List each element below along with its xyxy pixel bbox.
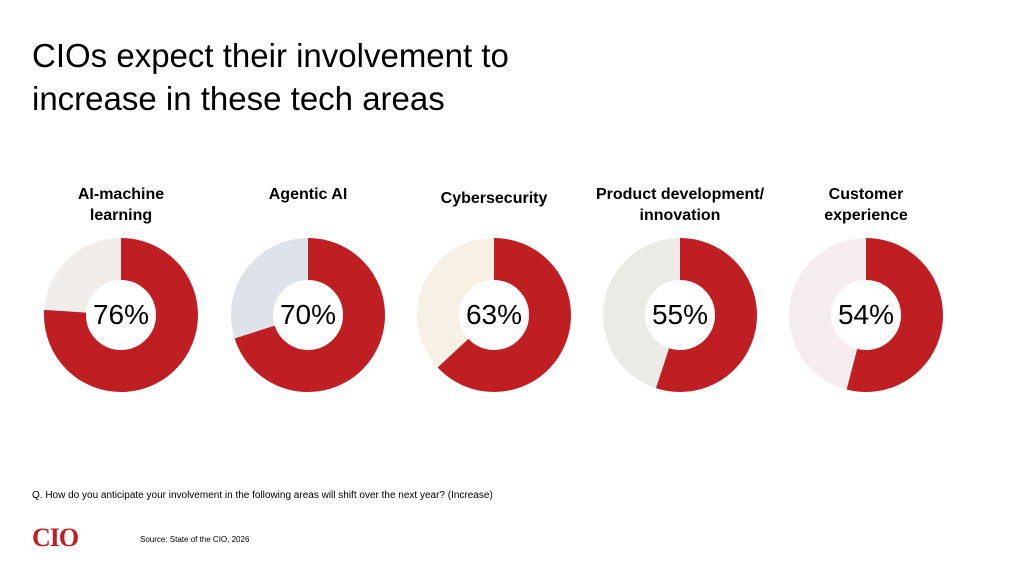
donut-label: Cybersecurity (401, 188, 587, 209)
donut-chart (44, 238, 198, 392)
donut-chart (231, 238, 385, 392)
donut-label-line: experience (824, 207, 908, 224)
donut-percent: 70% (279, 299, 337, 330)
donut-label-line: AI-machine (77, 186, 165, 203)
page-title: CIOs expect their involvement to increas… (32, 37, 509, 117)
donut-label-line: Cybersecurity (440, 190, 548, 207)
donut-agentic-ai: Agentic AI 70% (215, 180, 401, 400)
donut-label: AI-machine learning (28, 184, 214, 226)
donut-ai-machine-learning: AI-machine learning 76% (28, 180, 214, 400)
donut-label-line: Product development/ (595, 186, 765, 203)
donut-percent: 55% (651, 299, 709, 330)
donut-chart (603, 238, 757, 392)
donut-customer-experience: Customer experience 54% (773, 180, 959, 400)
donut-cybersecurity: Cybersecurity 63% (401, 180, 587, 400)
donut-label-line: innovation (639, 207, 721, 224)
donut-value-arc (789, 238, 943, 392)
donut-value-arc (417, 238, 571, 392)
donut-value-arc (44, 238, 198, 392)
donut-label: Customer experience (773, 184, 959, 226)
cio-logo: CIO (32, 523, 79, 552)
donut-product-development: Product development/ innovation 55% (587, 180, 773, 400)
donut-chart (417, 238, 571, 392)
donut-label-line: Customer (828, 186, 904, 203)
donut-percent: 63% (465, 299, 523, 330)
source-note: Source: State of the CIO, 2026 (140, 535, 250, 544)
donut-label-line: Agentic AI (268, 186, 348, 203)
survey-question: Q. How do you anticipate your involvemen… (32, 490, 493, 501)
donut-value-arc (231, 238, 385, 392)
donut-value-arc (603, 238, 757, 392)
donut-label-line: learning (89, 207, 153, 224)
donut-chart (789, 238, 943, 392)
donut-label: Agentic AI (215, 184, 401, 205)
donut-label: Product development/ innovation (587, 184, 773, 226)
donut-percent: 54% (837, 299, 895, 330)
donut-percent: 76% (92, 299, 150, 330)
